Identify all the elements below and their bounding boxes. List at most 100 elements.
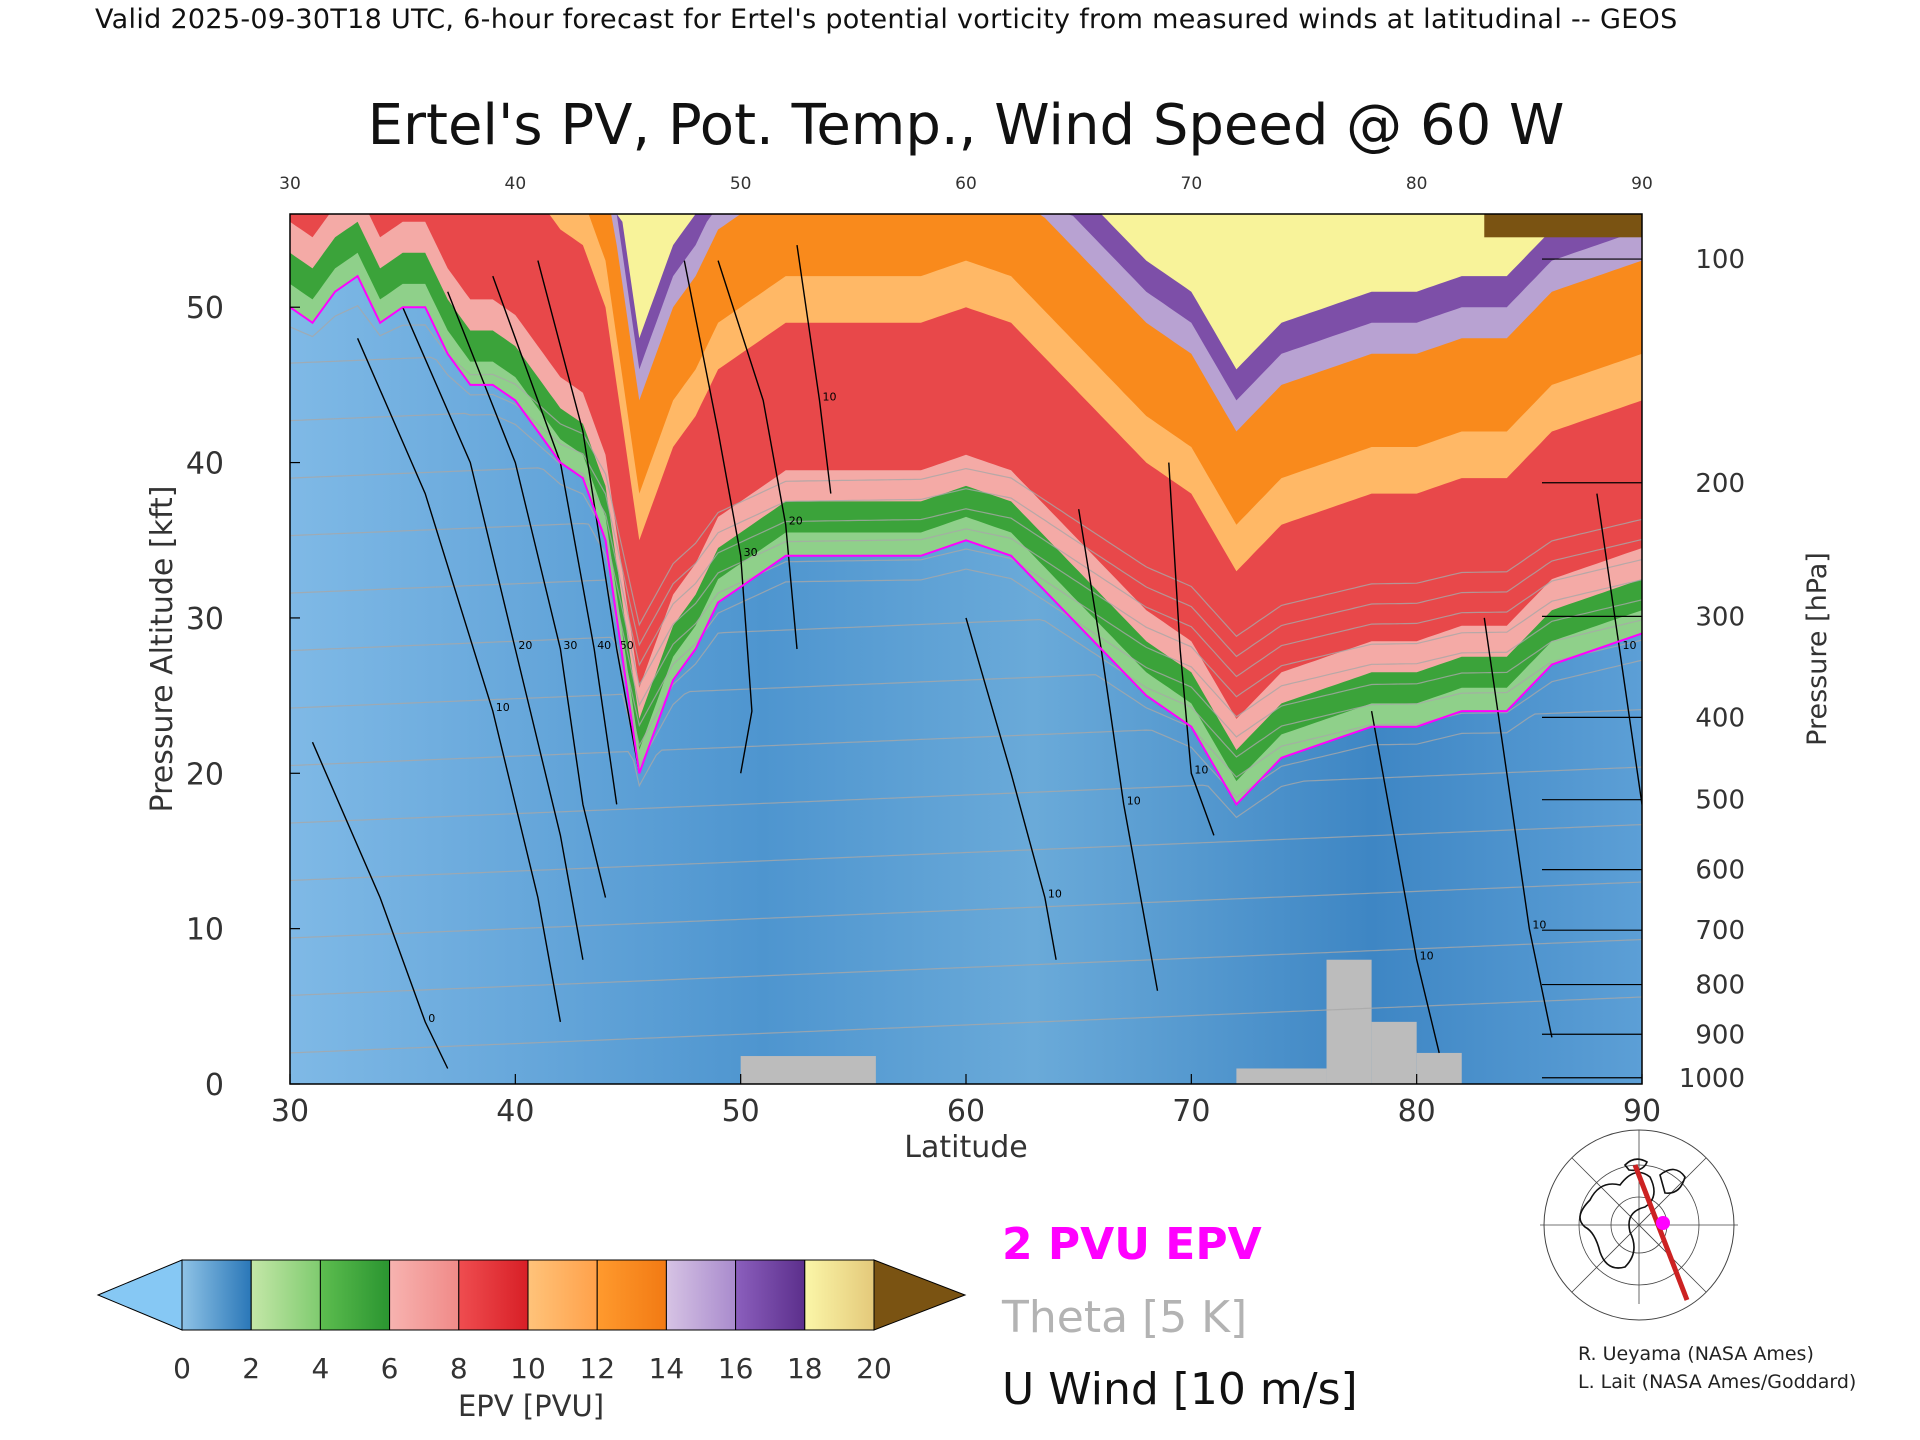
colorbar-tick-label-12: 12 [579, 1352, 615, 1385]
y-tick-label-20: 20 [186, 757, 224, 792]
plot-area: 0 10 20 30 40 50 30 20 10 10 10 10 10 10 10 [290, 214, 1642, 1084]
u-wind-label-4: 40 [597, 639, 611, 652]
u-wind-label-6: 30 [744, 546, 758, 559]
colorbar-tick-label-18: 18 [787, 1352, 823, 1385]
u-wind-contour-2 [402, 306, 584, 960]
x-tick-label-40: 40 [496, 1094, 534, 1129]
theta-contour-350 [290, 709, 1642, 799]
u-wind-contour-8 [796, 244, 832, 494]
surface-region-3 [1371, 1021, 1417, 1084]
top-x-tick-label-90: 90 [1631, 174, 1653, 194]
colorbar-tick-label-4: 4 [311, 1352, 329, 1385]
colorbar-band-8 [735, 1259, 806, 1331]
u-wind-label-1: 10 [496, 701, 510, 714]
inset-coastline [1579, 1158, 1686, 1269]
theta-contour-410 [290, 412, 1642, 678]
theta-contour-370 [290, 618, 1642, 758]
chart-title: Ertel's PV, Pot. Temp., Wind Speed @ 60 … [368, 93, 1565, 158]
pressure-tick-label-1000: 1000 [1679, 1064, 1745, 1094]
u-wind-contour-11 [1168, 462, 1215, 836]
u-wind-label-7: 20 [789, 515, 803, 528]
x-axis-label: Latitude [904, 1130, 1027, 1165]
tropopause-2pvu-line [290, 274, 1642, 807]
surface-region-1 [1236, 1068, 1327, 1084]
y-axis-label: Pressure Altitude [kft] [145, 486, 180, 813]
pressure-tick-label-900: 900 [1695, 1020, 1745, 1050]
colorbar-band-3 [389, 1259, 460, 1331]
u-wind-label-13: 10 [1532, 919, 1546, 932]
colorbar-under-arrow [96, 1259, 183, 1331]
inset-marker [1656, 1216, 1670, 1230]
y-axis-right-label: Pressure [hPa] [1802, 552, 1833, 746]
top-x-tick-label-40: 40 [505, 174, 527, 194]
u-wind-label-10: 10 [1127, 794, 1141, 807]
colorbar-band-1 [250, 1259, 321, 1331]
pressure-tick-label-100: 100 [1695, 245, 1745, 275]
colorbar-tick-label-0: 0 [173, 1352, 191, 1385]
theta-contour-330 [290, 824, 1642, 882]
theta-contour-380 [290, 568, 1642, 738]
x-tick-label-90: 90 [1623, 1094, 1661, 1129]
colorbar-band-2 [319, 1259, 391, 1331]
surface-region-4 [1416, 1052, 1462, 1084]
u-wind-contour-13 [1483, 617, 1553, 1038]
colorbar-tick-label-20: 20 [856, 1352, 892, 1385]
valid-header: Valid 2025-09-30T18 UTC, 6-hour forecast… [95, 4, 1678, 35]
pressure-tick-label-600: 600 [1695, 856, 1745, 886]
u-wind-label-8: 10 [823, 390, 837, 403]
inset-section-line [1632, 1164, 1690, 1301]
u-wind-label-3: 30 [563, 639, 577, 652]
colorbar-band-6 [596, 1259, 667, 1331]
colorbar-tick-label-14: 14 [649, 1352, 685, 1385]
colorbar: 0 2 4 6 8 10 12 14 16 18 20 [96, 1259, 967, 1385]
colorbar-tick-label-10: 10 [510, 1352, 546, 1385]
top-x-tick-label-50: 50 [730, 174, 752, 194]
pressure-tick-label-800: 800 [1695, 971, 1745, 1001]
u-wind-contour-3 [447, 291, 607, 898]
pressure-tick-label-500: 500 [1695, 786, 1745, 816]
colorbar-band-5 [527, 1259, 598, 1331]
u-wind-contour-9 [965, 617, 1057, 960]
u-wind-label-12: 10 [1420, 950, 1434, 963]
u-wind-contour-12 [1370, 710, 1440, 1054]
pressure-tick-label-700: 700 [1695, 916, 1745, 946]
pressure-tick-label-200: 200 [1695, 469, 1745, 499]
inset-map [1540, 1129, 1738, 1321]
credit-line-1: R. Ueyama (NASA Ames) [1578, 1343, 1814, 1365]
colorbar-label: EPV [PVU] [458, 1389, 604, 1423]
x-tick-label-30: 30 [271, 1094, 309, 1129]
colorbar-band-0 [181, 1259, 252, 1331]
u-wind-label-14: 10 [1622, 639, 1636, 652]
pressure-tick-label-300: 300 [1695, 602, 1745, 632]
u-wind-label-11: 10 [1194, 763, 1208, 776]
u-wind-label-9: 10 [1048, 888, 1062, 901]
x-tick-label-70: 70 [1172, 1094, 1210, 1129]
epv-over-patch [1484, 214, 1642, 238]
theta-contour-430 [290, 304, 1642, 638]
theta-contour-300 [290, 996, 1642, 1054]
colorbar-tick-label-2: 2 [242, 1352, 260, 1385]
theta-contour-400 [290, 467, 1642, 698]
colorbar-band-9 [804, 1259, 875, 1331]
top-x-tick-label-30: 30 [279, 174, 301, 194]
colorbar-tick-label-16: 16 [718, 1352, 754, 1385]
epv-band-18 [290, 214, 1642, 370]
u-wind-contour-6 [683, 260, 753, 774]
u-wind-contour-0 [311, 741, 449, 1069]
u-wind-contour-5 [537, 260, 640, 774]
u-wind-label-0: 0 [428, 1012, 435, 1025]
u-wind-label-2: 20 [518, 639, 532, 652]
y-tick-label-0: 0 [205, 1068, 224, 1103]
y-tick-label-40: 40 [186, 447, 224, 482]
legend-theta: Theta [5 K] [1001, 1292, 1247, 1343]
theta-contour-390 [290, 522, 1642, 718]
surface-region-0 [740, 1056, 876, 1084]
x-tick-label-60: 60 [947, 1094, 985, 1129]
colorbar-band-7 [665, 1259, 737, 1331]
surface-region-2 [1326, 959, 1372, 1084]
theta-contour-360 [290, 659, 1642, 778]
credit-line-2: L. Lait (NASA Ames/Goddard) [1578, 1371, 1856, 1393]
theta-contour-420 [290, 356, 1642, 658]
